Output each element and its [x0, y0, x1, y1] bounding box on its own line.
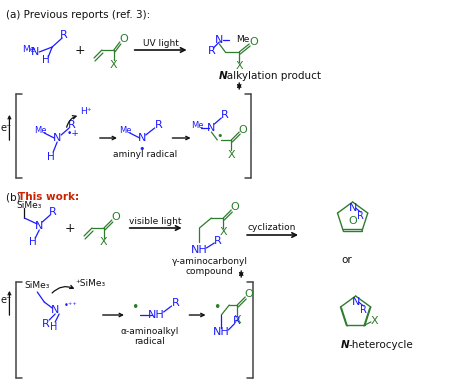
Text: X: X: [236, 61, 243, 71]
Text: -alkylation product: -alkylation product: [223, 71, 321, 81]
Text: (b): (b): [7, 192, 24, 202]
Text: H: H: [42, 55, 50, 65]
Text: O: O: [348, 216, 357, 226]
Text: N: N: [53, 133, 61, 143]
Text: O: O: [250, 37, 258, 47]
Text: NH: NH: [148, 310, 165, 320]
Text: NH: NH: [191, 245, 208, 255]
Text: ⁺SiMe₃: ⁺SiMe₃: [75, 280, 105, 289]
Text: or: or: [341, 255, 352, 265]
Text: O: O: [119, 34, 128, 44]
Text: γ-aminocarbonyl: γ-aminocarbonyl: [172, 257, 247, 266]
Text: X: X: [371, 316, 379, 326]
Text: N: N: [351, 297, 360, 307]
Text: O: O: [239, 125, 247, 135]
Text: R: R: [42, 319, 50, 329]
Text: N: N: [215, 35, 224, 45]
Text: N: N: [35, 221, 44, 231]
Text: R: R: [208, 46, 215, 56]
Text: NH: NH: [213, 327, 230, 337]
Text: UV light: UV light: [143, 39, 179, 48]
Text: R: R: [360, 305, 367, 315]
Text: R: R: [233, 316, 241, 326]
Text: X: X: [110, 60, 118, 70]
Text: Me: Me: [119, 126, 132, 135]
Text: aminyl radical: aminyl radical: [113, 151, 177, 160]
Text: N: N: [207, 123, 216, 133]
Text: O: O: [245, 289, 254, 299]
Text: •: •: [213, 301, 220, 314]
Text: R: R: [220, 110, 228, 120]
Text: O: O: [111, 212, 120, 222]
Text: N: N: [219, 71, 227, 81]
Text: N: N: [137, 133, 146, 143]
Text: cyclization: cyclization: [248, 223, 296, 232]
Text: radical: radical: [134, 337, 165, 346]
Text: SiMe₃: SiMe₃: [25, 282, 50, 291]
Text: Me: Me: [191, 122, 204, 131]
Text: visible light: visible light: [129, 218, 182, 227]
Text: H⁺: H⁺: [80, 108, 92, 117]
Text: X: X: [228, 150, 235, 160]
Text: +: +: [75, 44, 85, 57]
Text: α-aminoalkyl: α-aminoalkyl: [120, 328, 179, 337]
Text: H: H: [29, 237, 37, 247]
Text: e⁻: e⁻: [1, 295, 12, 305]
Text: Me: Me: [34, 126, 46, 135]
Text: This work:: This work:: [18, 192, 80, 202]
Text: N: N: [341, 340, 349, 350]
Text: e⁻: e⁻: [1, 123, 12, 133]
Text: •: •: [138, 144, 145, 154]
Text: Me: Me: [236, 35, 250, 44]
Text: Me: Me: [22, 46, 35, 55]
Text: R: R: [60, 30, 68, 40]
Text: X: X: [219, 227, 227, 237]
Text: N: N: [51, 305, 59, 315]
Text: SiMe₃: SiMe₃: [17, 200, 42, 209]
Text: •+: •+: [66, 128, 79, 138]
Text: R: R: [172, 298, 180, 308]
Text: R: R: [68, 120, 76, 130]
Text: N: N: [31, 47, 39, 57]
Text: +: +: [65, 222, 75, 234]
Text: -heterocycle: -heterocycle: [349, 340, 413, 350]
Text: •: •: [216, 131, 223, 141]
Text: N: N: [348, 203, 357, 213]
Text: •⁺⁺: •⁺⁺: [64, 301, 78, 310]
Text: H: H: [47, 152, 55, 162]
Text: R: R: [357, 211, 364, 221]
Text: R: R: [155, 120, 163, 130]
Text: compound: compound: [185, 268, 233, 277]
Text: R: R: [49, 207, 57, 217]
Text: H: H: [49, 322, 57, 332]
Text: X: X: [233, 315, 241, 325]
Text: (a) Previous reports (ref. 3):: (a) Previous reports (ref. 3):: [7, 10, 151, 20]
Text: •: •: [131, 301, 138, 314]
Text: X: X: [100, 237, 108, 247]
Text: R: R: [213, 236, 221, 246]
Text: O: O: [231, 202, 240, 212]
